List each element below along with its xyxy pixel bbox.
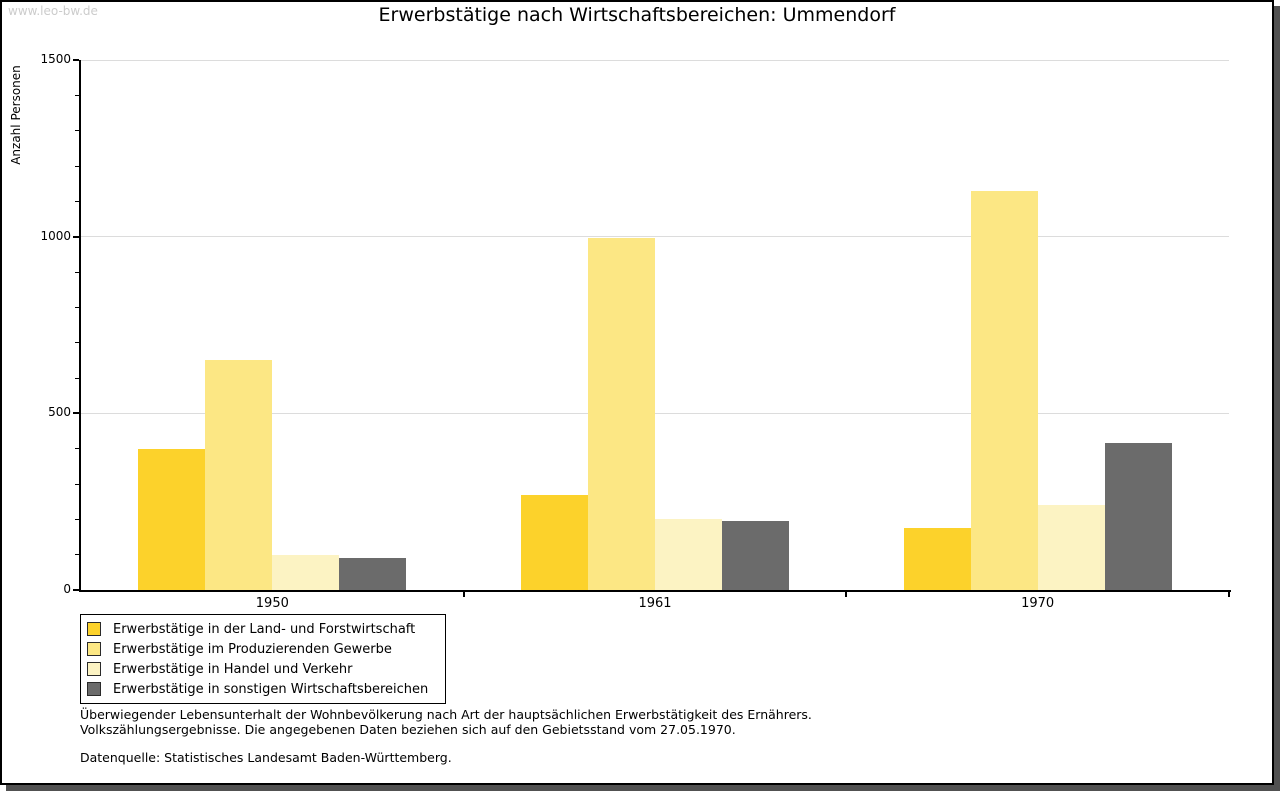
bar-1961-series4 xyxy=(722,521,789,590)
legend-item-1: Erwerbstätige in der Land- und Forstwirt… xyxy=(87,619,445,639)
bar-1961-series2 xyxy=(588,238,655,590)
legend-item-2: Erwerbstätige im Produzierenden Gewerbe xyxy=(87,639,445,659)
gridline-500 xyxy=(81,412,1229,414)
y-tick-0 xyxy=(73,589,79,591)
y-minor-tick-700 xyxy=(75,342,79,344)
legend-swatch-3 xyxy=(87,662,101,676)
x-tick-label-1961: 1961 xyxy=(638,596,672,611)
legend-label-4: Erwerbstätige in sonstigen Wirtschaftsbe… xyxy=(113,681,429,697)
footnote-line-2: Volkszählungsergebnisse. Die angegebenen… xyxy=(80,722,736,737)
frame-shadow-bottom xyxy=(6,785,1280,791)
y-minor-tick-800 xyxy=(75,306,79,308)
bar-1950-series2 xyxy=(205,360,273,590)
bar-1961-series1 xyxy=(521,494,588,590)
frame-shadow-right xyxy=(1274,6,1280,791)
bar-1970-series4 xyxy=(1104,443,1172,590)
legend-item-4: Erwerbstätige in sonstigen Wirtschaftsbe… xyxy=(87,679,445,699)
y-minor-tick-600 xyxy=(75,377,79,379)
gridline-1000 xyxy=(81,236,1229,238)
data-source: Datenquelle: Statistisches Landesamt Bad… xyxy=(80,750,452,765)
bar-1970-series1 xyxy=(903,528,971,590)
legend-label-3: Erwerbstätige in Handel und Verkehr xyxy=(113,661,353,677)
y-tick-label-1500: 1500 xyxy=(40,52,71,66)
x-axis-line xyxy=(79,590,1231,592)
chart-title: Erwerbstätige nach Wirtschaftsbereichen:… xyxy=(378,4,896,26)
x-tick-label-1950: 1950 xyxy=(255,596,289,611)
gridline-1500 xyxy=(81,59,1229,61)
watermark: www.leo-bw.de xyxy=(8,4,98,18)
bar-1950-series3 xyxy=(272,554,340,590)
y-tick-500 xyxy=(73,412,79,415)
y-minor-tick-100 xyxy=(75,554,79,556)
bar-1970-series2 xyxy=(970,190,1038,590)
y-minor-tick-900 xyxy=(75,271,79,273)
y-minor-tick-200 xyxy=(75,518,79,520)
y-minor-tick-1200 xyxy=(75,165,79,167)
y-minor-tick-1100 xyxy=(75,200,79,202)
legend-swatch-2 xyxy=(87,642,101,656)
y-tick-label-500: 500 xyxy=(48,405,71,420)
y-tick-1000 xyxy=(73,235,79,238)
legend-label-1: Erwerbstätige in der Land- und Forstwirt… xyxy=(113,621,416,637)
footnote-line-1: Überwiegender Lebensunterhalt der Wohnbe… xyxy=(80,707,812,722)
y-tick-label-0: 0 xyxy=(63,582,71,596)
bar-1950-series4 xyxy=(339,558,407,590)
bar-1970-series3 xyxy=(1037,505,1105,590)
bar-1961-series3 xyxy=(655,519,722,590)
footnotes: Überwiegender Lebensunterhalt der Wohnbe… xyxy=(80,707,812,765)
y-minor-tick-400 xyxy=(75,448,79,450)
y-minor-tick-1400 xyxy=(75,94,79,96)
y-axis-label: Anzahl Personen xyxy=(9,65,23,165)
x-tick-2 xyxy=(845,592,848,597)
legend-item-3: Erwerbstätige in Handel und Verkehr xyxy=(87,659,445,679)
y-tick-label-1000: 1000 xyxy=(40,228,71,243)
x-tick-label-1970: 1970 xyxy=(1021,596,1055,611)
x-tick-3 xyxy=(1228,592,1230,597)
legend-swatch-4 xyxy=(87,682,101,696)
bar-1950-series1 xyxy=(138,448,206,590)
y-tick-1500 xyxy=(73,59,79,61)
legend-swatch-1 xyxy=(87,622,101,636)
y-axis-line xyxy=(79,60,81,592)
legend: Erwerbstätige in der Land- und Forstwirt… xyxy=(80,614,446,704)
legend-label-2: Erwerbstätige im Produzierenden Gewerbe xyxy=(113,641,392,657)
y-minor-tick-300 xyxy=(75,483,79,485)
x-tick-1 xyxy=(462,592,465,597)
y-minor-tick-1300 xyxy=(75,130,79,132)
